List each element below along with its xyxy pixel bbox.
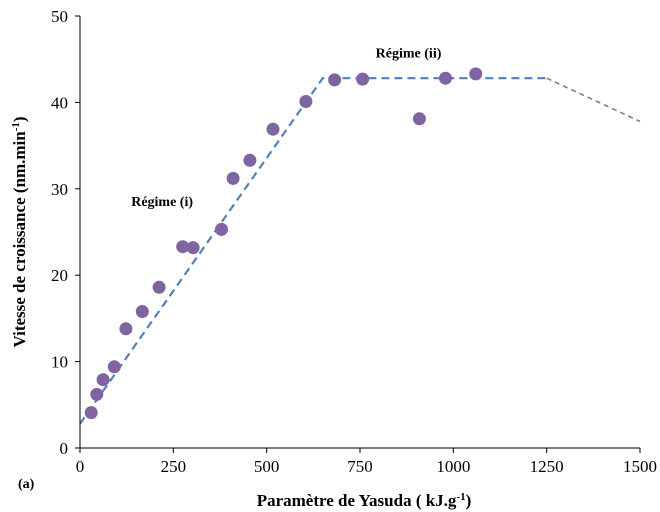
data-point (243, 153, 257, 167)
data-point (356, 72, 370, 86)
y-axis-title-end: ) (10, 116, 29, 122)
fit-line (79, 77, 547, 425)
data-point (299, 95, 313, 108)
y-axis-title-sup: -1 (10, 122, 22, 131)
annotation-label: Régime (i) (131, 195, 193, 210)
y-axis-title: Vitesse de croissance (nm.min-1) (10, 116, 29, 347)
data-point (439, 71, 452, 85)
data-points (84, 67, 483, 420)
data-point (412, 112, 426, 126)
data-point (176, 240, 190, 254)
x-tick-label: 1000 (436, 457, 470, 476)
data-point (469, 67, 483, 81)
annotation-label: Régime (ii) (376, 46, 442, 61)
x-tick-label: 500 (254, 457, 280, 476)
x-tick-label: 1500 (623, 457, 657, 476)
x-tick-label: 0 (76, 457, 85, 476)
data-point (90, 387, 104, 401)
x-axis-title: Paramètre de Yasuda ( kJ.g-1) (257, 491, 472, 510)
y-tick-label: 20 (51, 266, 68, 285)
ticks: 0 250 500 750 1000 1250 1500 0 10 20 30 40 50 (51, 7, 657, 476)
y-tick-label: 0 (60, 439, 69, 458)
fit-lines (79, 77, 641, 425)
data-point (152, 280, 166, 294)
data-point (186, 241, 200, 255)
data-point (266, 122, 280, 136)
annotations: Régime (i) Régime (ii) (131, 46, 441, 210)
data-point (215, 222, 228, 236)
y-tick-label: 40 (51, 93, 68, 112)
x-tick-label: 250 (161, 457, 187, 476)
y-tick-label: 50 (51, 7, 68, 26)
data-point (107, 360, 121, 374)
y-tick-label: 10 (51, 353, 68, 372)
y-tick-label: 30 (51, 180, 68, 199)
data-point (135, 305, 149, 318)
panel-label: (a) (18, 477, 35, 492)
data-point (226, 171, 240, 185)
x-axis-title-sup: -1 (456, 491, 465, 503)
data-point (119, 322, 133, 336)
fit-line (546, 77, 641, 123)
x-axis-title-end: ) (466, 491, 472, 510)
x-axis-title-main: Paramètre de Yasuda ( kJ.g (257, 491, 457, 510)
data-point (84, 406, 98, 420)
x-tick-label: 1250 (530, 457, 564, 476)
data-point (328, 73, 342, 87)
y-axis-title-main: Vitesse de croissance (nm.min (10, 131, 29, 348)
x-tick-label: 750 (347, 457, 373, 476)
data-point (96, 373, 110, 387)
